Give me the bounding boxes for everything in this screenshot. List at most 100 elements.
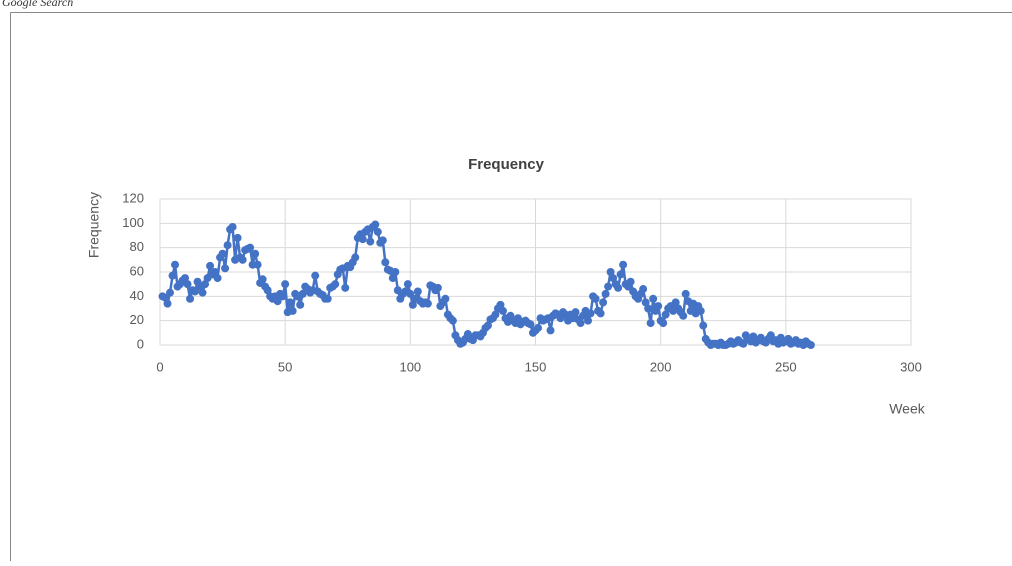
data-point [498, 306, 507, 315]
data-point [806, 341, 815, 349]
chart-title: Frequency [468, 156, 545, 173]
data-point [211, 268, 220, 276]
data-point [571, 308, 580, 317]
data-point [699, 321, 708, 330]
data-point [366, 237, 375, 246]
data-point [641, 298, 650, 307]
grid [159, 198, 912, 346]
x-tick-label: 100 [399, 359, 421, 374]
data-point [649, 294, 658, 303]
data-point [661, 310, 670, 319]
data-point [358, 235, 367, 244]
data-point [251, 249, 260, 258]
x-tick-label: 300 [900, 359, 922, 374]
data-point [413, 287, 422, 296]
data-point [296, 300, 305, 309]
data-point [584, 316, 593, 325]
y-tick-label: 80 [130, 239, 144, 254]
data-point [659, 319, 668, 328]
data-point [331, 280, 340, 289]
data-point [186, 294, 195, 303]
y-tick-label: 60 [130, 263, 144, 278]
data-point [433, 283, 442, 292]
data-point [639, 285, 648, 294]
data-point [168, 271, 177, 280]
data-point [198, 288, 207, 297]
data-point [614, 283, 623, 292]
data-point [381, 258, 390, 267]
y-tick-label: 100 [122, 215, 144, 230]
data-point [371, 220, 380, 229]
data-point [378, 236, 387, 245]
data-point [206, 261, 215, 270]
data-point [546, 326, 555, 335]
data-point [441, 294, 450, 303]
data-point [423, 299, 432, 308]
y-tick-label: 20 [130, 312, 144, 327]
y-axis-label: Frequency [86, 192, 102, 258]
data-point [604, 282, 613, 291]
data-point [223, 241, 232, 250]
data-point [601, 289, 610, 298]
data-point [391, 268, 400, 276]
data-point [286, 298, 295, 307]
data-point [323, 294, 332, 303]
data-point [644, 304, 653, 313]
data-point [586, 309, 595, 318]
data-point [448, 316, 457, 325]
data-point [646, 319, 655, 328]
data-point [526, 320, 535, 329]
data-point [258, 275, 267, 284]
data-point [681, 289, 690, 298]
data-point [278, 292, 287, 301]
data-point [599, 298, 608, 307]
data-point [606, 268, 615, 276]
x-tick-label: 50 [278, 359, 292, 374]
data-point [596, 309, 605, 318]
data-point [273, 297, 282, 306]
data-point [671, 298, 680, 307]
data-point [591, 294, 600, 303]
x-tick-label: 200 [650, 359, 672, 374]
data-point [654, 302, 663, 311]
data-point [616, 270, 625, 279]
data-point [311, 271, 320, 280]
data-point [388, 274, 397, 283]
data-point [373, 227, 382, 236]
data-point [221, 264, 230, 273]
data-point [766, 331, 775, 340]
data-point [281, 280, 290, 289]
x-tick-label: 0 [156, 359, 163, 374]
data-point [228, 222, 237, 231]
data-point [263, 286, 272, 295]
data-point [496, 300, 505, 309]
data-point [171, 260, 180, 269]
y-tick-label: 120 [122, 190, 144, 205]
y-tick-label: 0 [137, 336, 144, 351]
data-point [696, 306, 705, 315]
data-point [246, 243, 255, 252]
data-point [626, 277, 635, 286]
data-point [406, 289, 415, 298]
x-tick-label: 150 [525, 359, 547, 374]
data-point [491, 310, 500, 319]
x-tick-label: 250 [775, 359, 797, 374]
x-axis-label: Week [889, 401, 926, 417]
data-point [253, 260, 262, 269]
data-point [181, 274, 190, 283]
data-point [183, 280, 192, 289]
data-point [163, 299, 172, 308]
y-tick-label: 40 [130, 288, 144, 303]
data-point [201, 280, 210, 289]
header-text: Google Search [2, 0, 73, 9]
data-point [609, 274, 618, 283]
data-point [483, 321, 492, 330]
data-point [534, 323, 543, 332]
data-point [679, 311, 688, 320]
data-point [619, 260, 628, 269]
data-point [233, 233, 242, 242]
data-point [576, 319, 585, 328]
data-point [288, 306, 297, 315]
